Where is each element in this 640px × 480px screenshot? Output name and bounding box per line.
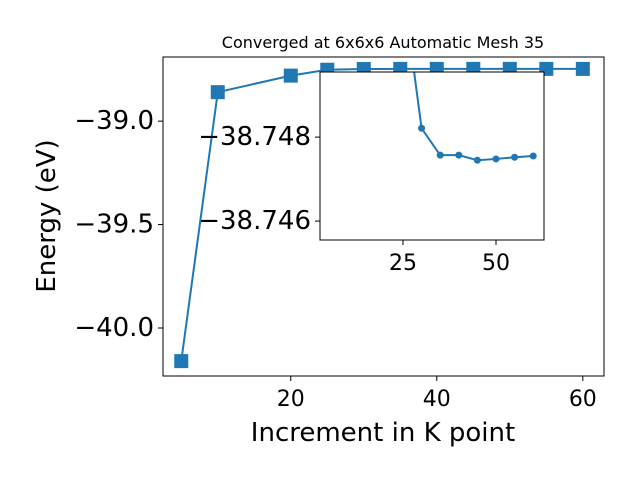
marker [174,354,189,369]
marker [575,61,590,76]
axes-frame [319,71,545,241]
main-axes: 20 40 60 −40.0 −39.5 −39.0 [74,56,605,412]
x-tick-label: 60 [569,387,597,412]
x-tick-label: 50 [482,251,510,276]
marker [511,153,519,161]
x-tick-label: 20 [277,387,305,412]
axes-frame [162,56,605,377]
inset-axes: 25 50 −38.748 −38.746 [198,71,545,276]
marker [436,151,444,159]
y-axis-label: Energy (eV) [32,139,62,292]
marker [473,156,481,164]
chart-title: Converged at 6x6x6 Automatic Mesh 35 [222,33,544,52]
y-tick-label: −38.748 [198,122,311,152]
marker [210,85,225,100]
x-axis-label: Increment in K point [251,418,515,448]
y-tick-label: −40.0 [74,313,154,343]
y-tick-label: −39.5 [74,210,154,240]
marker [492,155,500,163]
marker [418,124,426,132]
x-tick-label: 25 [389,251,417,276]
marker [283,68,298,83]
y-tick-label: −39.0 [74,106,154,136]
x-tick-label: 40 [423,387,451,412]
y-tick-label: −38.746 [198,206,311,236]
marker [529,152,537,160]
inset-background [320,72,544,240]
marker [455,151,463,159]
plot-area [413,72,537,164]
